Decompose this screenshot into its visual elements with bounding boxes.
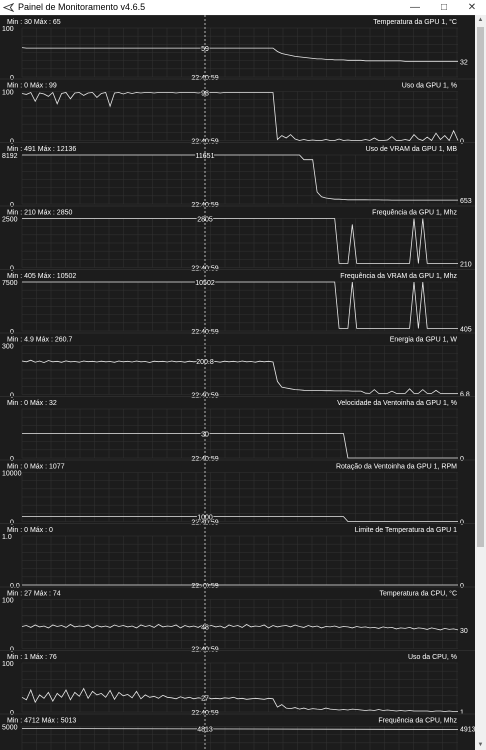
series-line (21, 359, 458, 394)
y-axis-max: 2500 (2, 217, 18, 224)
min-max-label: Min : 4712 Máx : 5013 (7, 718, 76, 725)
series-line (21, 624, 459, 631)
y-axis-max: 100 (2, 90, 14, 97)
cursor-value-label: 98 (201, 90, 209, 97)
scroll-up-icon[interactable]: ▲ (477, 17, 484, 23)
min-max-label: Min : 405 Máx : 10502 (7, 273, 76, 280)
y-axis-max: 100 (2, 26, 14, 33)
graph-title: Uso da GPU 1, % (402, 83, 457, 90)
cursor-value-label: 59 (201, 46, 209, 53)
cursor-value-label: 4813 (197, 727, 213, 734)
current-value-label: 32 (460, 59, 468, 66)
title-bar[interactable]: Painel de Monitoramento v4.6.5 — □ ✕ (0, 0, 486, 15)
graph-panel: Min : 491 Máx : 12136 Uso de VRAM da GPU … (0, 142, 475, 209)
graph-panel: Min : 210 Máx : 2850 Frequência da GPU 1,… (0, 205, 475, 273)
min-max-label: Min : 0 Máx : 32 (7, 400, 57, 407)
series-line (21, 47, 458, 62)
window-title: Painel de Monitoramento v4.6.5 (18, 2, 146, 12)
y-axis-max: 100 (2, 598, 14, 605)
graph-title: Rotação da Ventoinha da GPU 1, RPM (336, 464, 457, 471)
y-axis-max: 7500 (2, 280, 18, 287)
airplane-icon (3, 2, 14, 13)
y-axis-max: 300 (2, 344, 14, 351)
graph-area[interactable]: Min : 30 Máx : 65 Temperatura da GPU 1, °… (0, 15, 475, 750)
min-max-label: Min : 210 Máx : 2850 (7, 210, 72, 217)
series-line (21, 687, 458, 712)
graph-title: Frequência da CPU, Mhz (378, 718, 457, 725)
graph-title: Energia da GPU 1, W (390, 337, 458, 344)
series-line (21, 728, 459, 730)
graph-panel: Min : 0 Máx : 32 Velocidade da Ventoinha … (0, 396, 475, 463)
min-max-label: Min : 491 Máx : 12136 (7, 146, 76, 153)
current-value-label: 1 (460, 710, 464, 717)
current-value-label: 4913 (460, 727, 475, 734)
min-max-label: Min : 0 Máx : 99 (7, 83, 57, 90)
series-line (22, 218, 458, 264)
current-value-label: 210 (460, 261, 472, 268)
min-max-label: Min : 0 Máx : 0 (7, 527, 53, 534)
min-max-label: Min : 30 Máx : 65 (7, 19, 61, 26)
y-axis-max: 1.0 (2, 534, 12, 541)
series-line (22, 516, 458, 522)
scroll-down-icon[interactable]: ▼ (477, 742, 484, 748)
graph-title: Uso da CPU, % (408, 654, 457, 661)
maximize-icon[interactable]: □ (440, 2, 448, 13)
graph-panel: Min : 0 Máx : 0 Limite de Temperatura da … (0, 523, 475, 591)
y-axis-max: 8192 (2, 153, 18, 160)
close-icon[interactable]: ✕ (467, 2, 477, 13)
y-axis-max: 10000 (2, 471, 22, 478)
series-line (22, 154, 458, 201)
graph-title: Frequência da VRAM da GPU 1, Mhz (340, 273, 457, 280)
graph-panel: Min : 4.9 Máx : 260.7 Energia da GPU 1, W… (0, 332, 475, 400)
series-line (22, 433, 458, 459)
cursor-value-label: 27 (201, 695, 209, 702)
graph-title: Velocidade da Ventoinha da GPU 1, % (337, 400, 457, 407)
graph-panel: Min : 4712 Máx : 5013 Frequência da CPU, … (0, 713, 475, 750)
series-line (21, 91, 459, 142)
current-value-label: 405 (460, 326, 472, 333)
cursor-value-label: 200.8 (196, 359, 214, 366)
min-max-label: Min : 4.9 Máx : 260.7 (7, 337, 72, 344)
current-value-label: 6.8 (460, 391, 470, 398)
graph-title: Temperatura da GPU 1, °C (373, 18, 457, 26)
graph-panel: Min : 405 Máx : 10502 Frequência da VRAM … (0, 269, 475, 336)
min-max-label: Min : 0 Máx : 1077 (7, 464, 65, 471)
series-line (22, 281, 458, 329)
y-axis-max: 100 (2, 661, 14, 668)
cursor-value-label: 1000 (197, 515, 213, 522)
graph-title: Limite de Temperatura da GPU 1 (355, 527, 457, 534)
current-value-label: 30 (460, 628, 468, 635)
y-axis-max: 5000 (2, 725, 18, 732)
current-value-label: 653 (460, 198, 472, 205)
min-max-label: Min : 27 Máx : 74 (7, 591, 61, 598)
graph-panel: Min : 27 Máx : 74 Temperatura da CPU, °C 1… (0, 586, 475, 654)
graph-panel: Min : 30 Máx : 65 Temperatura da GPU 1, °… (0, 15, 475, 82)
monitor-panel (0, 15, 475, 750)
scrollbar-thumb[interactable] (477, 27, 484, 547)
graph-panel: Min : 0 Máx : 1077 Rotação da Ventoinha d… (0, 459, 475, 527)
graph-title: Temperatura da CPU, °C (380, 590, 458, 598)
graph-title: Uso de VRAM da GPU 1, MB (366, 146, 458, 153)
min-max-label: Min : 1 Máx : 76 (7, 654, 57, 661)
vertical-scrollbar[interactable]: ▲ ▼ (475, 15, 486, 750)
minimize-icon[interactable]: — (410, 2, 420, 13)
graph-title: Frequência da GPU 1, Mhz (372, 210, 457, 217)
